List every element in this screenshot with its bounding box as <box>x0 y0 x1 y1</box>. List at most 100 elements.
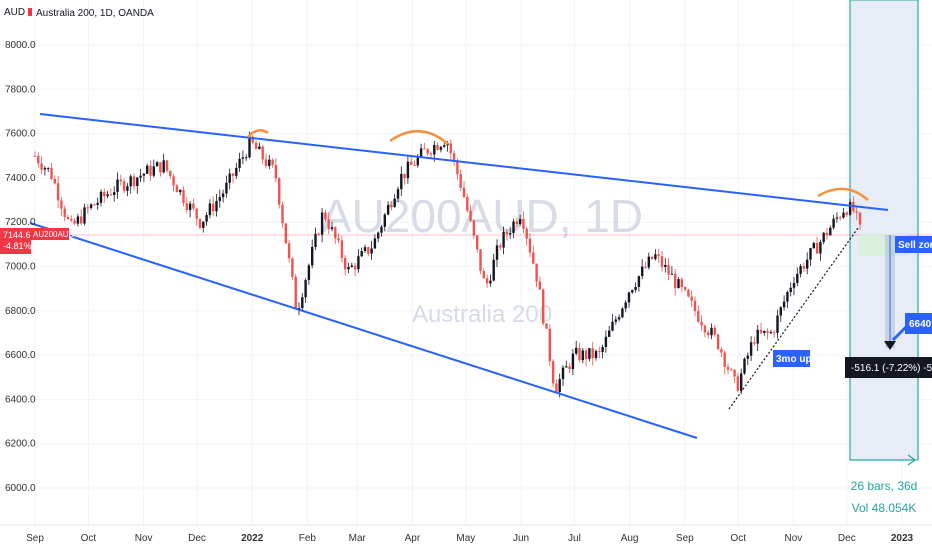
candle-body <box>730 369 733 371</box>
candle-body <box>116 179 119 193</box>
candle-body <box>452 153 456 161</box>
candle-body <box>215 200 218 212</box>
candle-body <box>304 279 307 298</box>
candle-body <box>89 204 93 208</box>
candle-body <box>159 162 162 173</box>
price-tag[interactable]: 7144.6 -4.81% AU200AUD <box>0 228 75 254</box>
support-trendline-dotted[interactable] <box>728 227 859 410</box>
candle-body <box>644 266 647 268</box>
arc-top-1[interactable] <box>247 129 269 138</box>
x-tick-label: Sep <box>676 533 694 544</box>
measure-zone[interactable] <box>849 0 919 461</box>
candle-body <box>185 203 188 211</box>
price-tag-change: -4.81% <box>3 241 32 251</box>
measure-result-badge[interactable]: -516.1 (-7.22%) -5161 <box>845 357 932 378</box>
watermark-symbol: AU200AUD, 1D <box>321 190 643 242</box>
candle-body <box>634 286 637 291</box>
candle-body <box>426 149 429 154</box>
candle-body <box>70 218 73 221</box>
candle-body <box>66 216 70 219</box>
candle-body <box>122 181 126 191</box>
candle-body <box>439 146 443 150</box>
candle-body <box>697 311 700 322</box>
candle-body <box>466 197 469 211</box>
candle-body <box>80 216 83 224</box>
candle-body <box>756 329 759 344</box>
candle-body <box>73 220 76 224</box>
candle-body <box>172 176 175 186</box>
candle-body <box>436 144 439 150</box>
candle-body <box>188 203 192 211</box>
three-months-label: 3mo up! <box>776 354 815 365</box>
target-badge[interactable]: 6640. <box>905 313 932 334</box>
candle-body <box>155 162 159 167</box>
candle-body <box>740 373 743 391</box>
candle-body <box>311 246 314 266</box>
candle-body <box>443 145 446 147</box>
range-vol-label: Vol 48.054K <box>852 501 917 515</box>
candle-body <box>83 207 86 224</box>
candle-body <box>40 163 43 170</box>
candle-body <box>690 296 693 301</box>
lower-trendline[interactable] <box>29 222 698 439</box>
candle-body <box>829 227 832 236</box>
candle-body <box>330 227 334 230</box>
candle-body <box>687 289 690 297</box>
candle-body <box>281 204 284 224</box>
candle-body <box>113 192 116 196</box>
candle-body <box>406 161 410 179</box>
arc-top-3[interactable] <box>817 187 869 201</box>
candle-body <box>713 327 716 335</box>
candle-body <box>393 198 396 207</box>
candle-body <box>568 366 571 370</box>
candle-body <box>43 168 47 170</box>
x-tick-label: Feb <box>299 533 317 544</box>
candle-body <box>578 347 581 361</box>
sell-zone-badge[interactable]: Sell zone! <box>895 236 932 253</box>
candle-body <box>337 238 340 241</box>
candle-body <box>545 323 548 329</box>
candle-body <box>476 235 479 250</box>
x-tick-label: 2022 <box>241 533 264 544</box>
candle-body <box>848 202 852 215</box>
candle-body <box>205 215 208 222</box>
candle-body <box>753 342 756 344</box>
candle-body <box>235 167 238 176</box>
candle-body <box>845 212 848 215</box>
candle-body <box>664 264 667 267</box>
candle-body <box>611 321 614 331</box>
candle-body <box>334 227 337 239</box>
price-tag-symbol: AU200AUD <box>33 230 75 239</box>
candle-body <box>50 167 53 179</box>
candle-body <box>581 350 584 361</box>
candle-body <box>832 218 835 228</box>
candle-body <box>340 240 344 259</box>
x-tick-label: Aug <box>621 533 639 544</box>
three-months-badge[interactable]: 3mo up! <box>773 350 815 367</box>
candle-body <box>499 245 502 248</box>
measure-arrow-body <box>885 235 895 348</box>
x-tick-label: 2023 <box>891 533 914 544</box>
candle-body <box>142 173 146 176</box>
candle-body <box>47 167 50 169</box>
arc-top-2[interactable] <box>389 129 449 145</box>
x-tick-label: Apr <box>405 533 421 544</box>
candle-body <box>344 258 347 270</box>
candle-body <box>373 238 377 249</box>
grid <box>0 0 932 525</box>
candle-body <box>670 273 674 275</box>
candle-body <box>683 287 687 290</box>
candle-body <box>139 175 142 178</box>
candle-body <box>631 290 634 293</box>
candle-body <box>792 282 796 288</box>
candle-body <box>459 174 462 188</box>
x-tick-label: Dec <box>838 533 856 544</box>
candle-body <box>482 270 485 279</box>
candle-body <box>433 144 436 155</box>
candle-body <box>809 248 812 260</box>
candle-body <box>733 369 736 377</box>
candle-body <box>700 321 703 326</box>
upper-trendline[interactable] <box>39 113 889 211</box>
candle-body <box>317 233 320 235</box>
